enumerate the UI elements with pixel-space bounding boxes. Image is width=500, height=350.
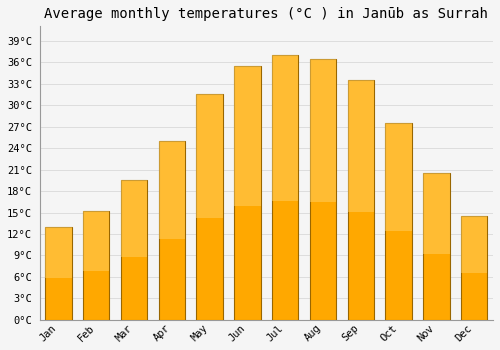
Bar <box>348 80 374 212</box>
Bar <box>234 66 260 320</box>
Bar <box>83 211 110 320</box>
Bar <box>310 58 336 202</box>
Bar <box>46 227 72 320</box>
Bar <box>310 58 336 320</box>
Bar <box>121 180 148 257</box>
Bar <box>83 211 110 271</box>
Bar <box>423 173 450 254</box>
Bar <box>196 94 223 218</box>
Title: Average monthly temperatures (°C ) in Janūb as Surrah: Average monthly temperatures (°C ) in Ja… <box>44 7 488 21</box>
Bar <box>196 94 223 320</box>
Bar <box>121 180 148 320</box>
Bar <box>461 216 487 320</box>
Bar <box>386 123 412 320</box>
Bar <box>158 141 185 239</box>
Bar <box>461 216 487 273</box>
Bar <box>423 173 450 320</box>
Bar <box>234 66 260 205</box>
Bar <box>158 141 185 320</box>
Bar <box>272 55 298 320</box>
Bar <box>272 55 298 201</box>
Bar <box>386 123 412 231</box>
Bar <box>46 227 72 278</box>
Bar <box>348 80 374 320</box>
